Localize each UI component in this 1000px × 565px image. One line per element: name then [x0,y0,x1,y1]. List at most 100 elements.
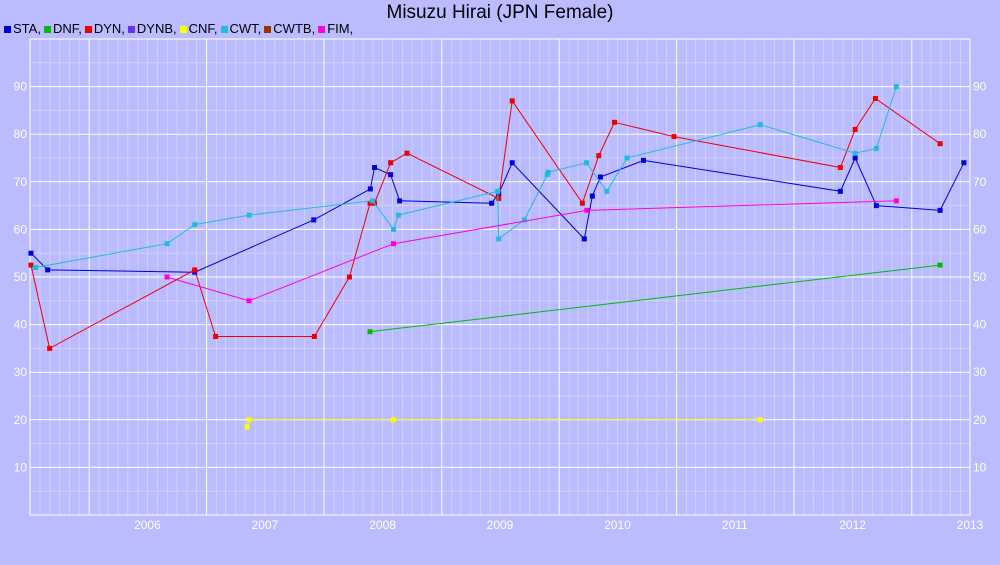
y-tick-label-left: 50 [14,270,28,284]
y-tick-label-right: 50 [973,270,987,284]
data-point-cwt [521,217,527,223]
data-point-dnf [367,329,373,335]
data-point-sta [961,160,967,166]
data-point-sta [489,200,495,206]
legend-label: CNF, [188,21,218,36]
y-tick-label-right: 10 [973,460,987,474]
data-point-dyn [509,98,515,104]
data-point-cwt [495,188,501,194]
legend-swatch [318,26,326,33]
legend-swatch [4,26,11,33]
data-point-sta [372,165,378,171]
data-point-dyn [837,165,843,171]
legend-item-dnf: DNF, [43,21,82,36]
data-point-cwt [584,160,590,166]
data-point-dyn [872,96,878,101]
x-tick-label: 2008 [369,518,396,532]
legend-label: STA, [13,21,41,36]
data-point-sta [597,174,603,180]
data-point-sta [45,267,51,273]
y-tick-label-right: 20 [973,413,987,427]
x-tick-label: 2006 [134,518,161,532]
series-line-cwt [35,86,897,268]
y-tick-label-left: 60 [14,222,28,236]
y-tick-label-right: 80 [973,127,987,141]
legend-swatch [127,26,135,33]
data-point-dnf [937,262,943,268]
legend-item-sta: STA, [4,21,41,36]
legend-swatch [220,26,228,33]
data-point-dyn [47,345,53,351]
y-tick-label-right: 70 [973,175,987,189]
y-tick-label-left: 30 [14,365,28,379]
series-line-sta [30,156,965,273]
data-point-cnf [757,417,763,423]
data-point-cwt [496,236,502,242]
data-point-dyn [671,134,677,140]
y-tick-label-right: 90 [973,80,987,94]
data-point-sta [837,188,843,194]
data-point-fim [584,207,590,213]
data-point-fim [893,198,899,204]
data-point-cwt [246,212,252,218]
legend-label: DYNB, [136,21,177,36]
data-point-dyn [404,150,410,156]
data-point-dyn [937,141,943,147]
y-tick-label-left: 90 [14,80,28,94]
series-line-dyn [30,97,941,350]
legend-swatch [179,26,187,33]
data-point-sta [509,160,515,166]
legend-item-cwt: CWT, [220,21,261,36]
legend-item-cwtb: CWTB, [264,21,315,36]
x-tick-label: 2012 [839,518,866,532]
data-point-cnf [246,417,252,423]
series-line-fim [166,200,897,302]
data-point-dyn [213,334,219,339]
data-point-cwt [395,212,401,218]
y-tick-label-left: 20 [14,413,28,427]
data-point-dyn [579,200,585,206]
data-point-cwt [32,264,38,270]
legend-label: DYN, [93,21,125,36]
data-point-dyn [311,334,317,339]
y-tick-label-right: 40 [973,318,987,332]
series-line-dnf [369,264,941,333]
series-line-cnf [246,419,761,428]
data-point-cwt [624,155,630,161]
data-point-dyn [612,119,618,125]
data-point-cwt [545,169,551,175]
legend-label: FIM, [327,21,354,36]
data-point-dyn [388,160,394,166]
data-point-sta [937,207,943,213]
data-point-cwt [370,198,376,204]
y-tick-label-left: 70 [14,175,28,189]
legend-item-dynb: DYNB, [127,21,177,36]
data-point-cwt [604,188,610,194]
legend-label: DNF, [52,21,82,36]
data-point-dyn [496,195,502,201]
data-point-sta [873,203,879,209]
legend: STA, DNF, DYN, DYNB, CNF, CWT, CWTB, FIM, [4,21,356,36]
data-point-cwt [391,226,397,232]
y-tick-label-left: 40 [14,318,28,332]
x-tick-label: 2007 [251,518,278,532]
data-point-cnf [391,417,397,423]
data-point-cwt [757,122,763,128]
data-point-cwt [164,241,170,247]
chart-title: Misuzu Hirai (JPN Female) [386,2,614,23]
legend-item-cnf: CNF, [179,21,218,36]
data-point-cwt [852,150,858,156]
data-point-dyn [28,262,34,268]
data-point-dyn [346,274,352,280]
data-point-sta [640,157,646,163]
data-point-dyn [192,267,198,273]
legend-item-dyn: DYN, [84,21,125,36]
data-point-sta [589,193,595,199]
data-point-dyn [367,200,373,206]
data-point-cnf [244,424,250,430]
legend-swatch [84,26,92,33]
x-tick-label: 2011 [722,518,748,532]
data-point-sta [581,236,587,242]
data-point-fim [391,241,397,247]
